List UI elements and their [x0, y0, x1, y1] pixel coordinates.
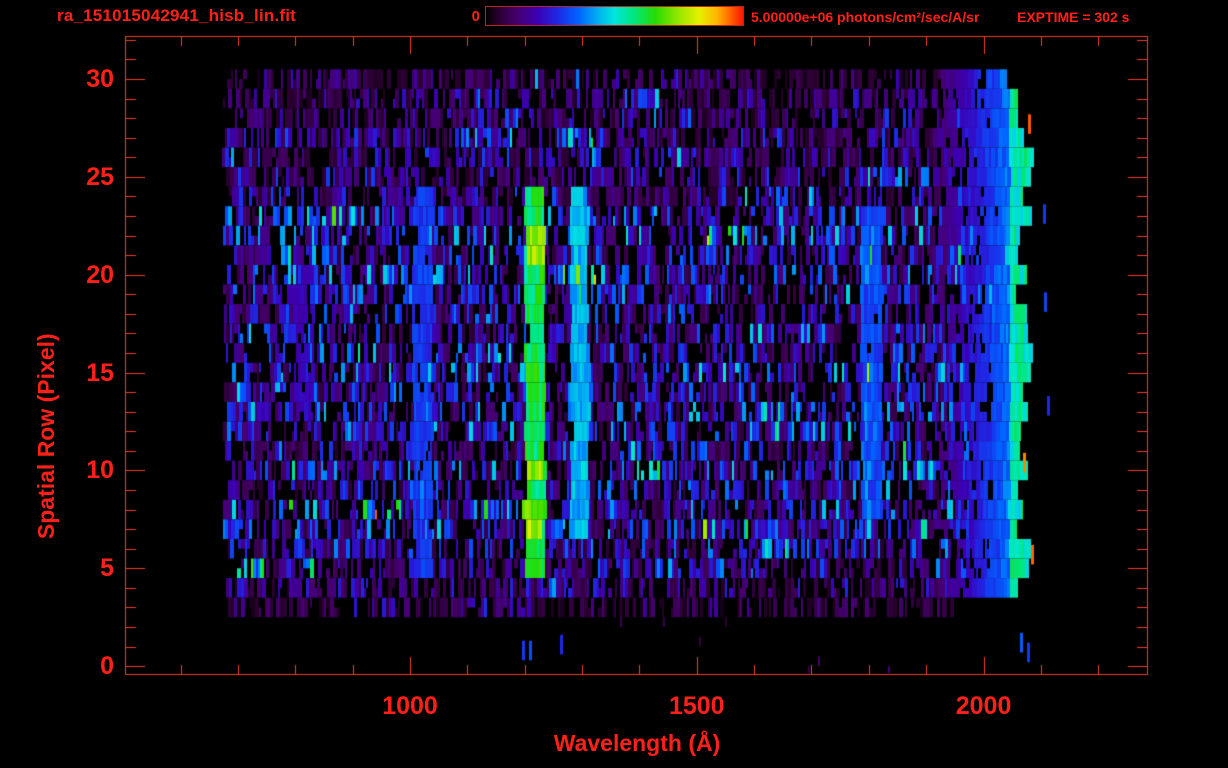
y-tick-label: 20: [86, 260, 114, 289]
y-tick-label: 25: [86, 162, 114, 191]
y-tick-label: 10: [86, 456, 114, 485]
y-axis-label: Spatial Row (Pixel): [32, 333, 59, 540]
x-tick-label: 2000: [955, 692, 1012, 720]
x-axis-label: Wavelength (Å): [553, 730, 721, 756]
exptime-label: EXPTIME = 302 s: [1017, 9, 1130, 25]
y-tick-label: 5: [100, 554, 114, 583]
plot-title: ra_151015042941_hisb_lin.fit: [57, 6, 297, 25]
colorbar-min-label: 0: [471, 8, 480, 25]
colorbar-gradient: [485, 6, 744, 26]
x-tick-label: 1500: [668, 692, 725, 720]
y-tick-label: 30: [86, 65, 114, 94]
y-tick-label: 15: [86, 358, 114, 387]
x-tick-label: 1000: [382, 692, 438, 720]
colorbar-max-label: 5.00000e+06 photons/cm²/sec/A/sr: [751, 9, 980, 25]
y-tick-label: 0: [100, 652, 114, 681]
